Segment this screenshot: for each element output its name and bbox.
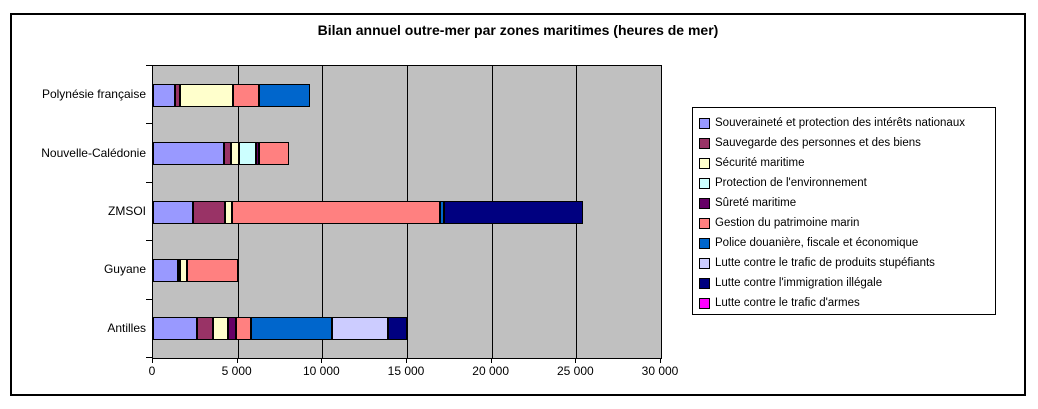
bar-segment — [232, 83, 259, 107]
legend-label: Gestion du patrimoine marin — [715, 217, 860, 229]
x-axis-tick — [575, 358, 577, 363]
legend-label: Souveraineté et protection des intérêts … — [715, 117, 965, 129]
bar-segment — [180, 83, 233, 107]
legend-item: Gestion du patrimoine marin — [699, 213, 995, 233]
legend-label: Sécurité maritime — [715, 157, 805, 169]
legend-label: Sûreté maritime — [715, 197, 797, 209]
legend-swatch-icon — [699, 237, 710, 249]
x-axis-tick — [490, 358, 492, 363]
bar-segment — [153, 83, 175, 107]
legend-label: Lutte contre le trafic de produits stupé… — [715, 257, 935, 269]
legend-swatch-icon — [699, 117, 710, 129]
x-axis-tick-label: 30 000 — [641, 364, 679, 378]
legend-item: Lutte contre l'immigration illégale — [699, 273, 995, 293]
y-axis-tick — [146, 181, 152, 183]
bar-segment — [256, 142, 259, 166]
y-axis-tick — [146, 65, 152, 66]
y-axis-label: ZMSOI — [108, 204, 146, 218]
x-axis-tick — [236, 358, 238, 363]
x-axis-tick-label: 5 000 — [221, 364, 252, 378]
legend-item: Protection de l'environnement — [699, 173, 995, 193]
bar-segment — [228, 317, 237, 341]
bar-segment — [153, 142, 225, 166]
bar-row — [153, 142, 290, 166]
legend-item: Sûreté maritime — [699, 193, 995, 213]
legend-swatch-icon — [699, 257, 710, 269]
legend-label: Police douanière, fiscale et économique — [715, 237, 919, 249]
y-axis-label: Polynésie française — [41, 87, 146, 102]
bar-segment — [153, 258, 179, 282]
legend-label: Sauvegarde des personnes et des biens — [715, 137, 921, 149]
bar-segment — [213, 317, 229, 341]
bar-segment — [153, 317, 198, 341]
legend-item: Police douanière, fiscale et économique — [699, 233, 995, 253]
bar-segment — [224, 200, 232, 224]
legend-label: Lutte contre le trafic d'armes — [715, 297, 860, 309]
legend-swatch-icon — [699, 297, 710, 309]
legend-swatch-icon — [699, 277, 710, 289]
legend-swatch-icon — [699, 217, 710, 229]
bar-segment — [178, 258, 181, 282]
legend-swatch-icon — [699, 137, 710, 149]
bar-segment — [239, 142, 257, 166]
bar-segment — [197, 317, 214, 341]
x-axis-tick-label: 10 000 — [302, 364, 340, 378]
bar-row — [153, 83, 311, 107]
bar-segment — [251, 317, 332, 341]
legend-item: Lutte contre le trafic d'armes — [699, 293, 995, 313]
x-axis-tick — [321, 358, 323, 363]
x-axis-tick-label: 25 000 — [556, 364, 594, 378]
x-axis-tick-label: 0 — [148, 364, 156, 378]
bar-segment — [236, 317, 252, 341]
bar-segment — [187, 258, 238, 282]
x-axis-tick — [152, 358, 153, 363]
legend-label: Protection de l'environnement — [715, 177, 867, 189]
legend-item: Lutte contre le trafic de produits stupé… — [699, 253, 995, 273]
y-axis-tick — [146, 123, 152, 125]
plot-area — [152, 65, 662, 359]
bar-segment — [175, 83, 181, 107]
bar-segment — [230, 142, 240, 166]
bar-segment — [444, 200, 584, 224]
y-axis-tick — [146, 240, 152, 242]
y-axis-label: Nouvelle-Calédonie — [41, 145, 146, 160]
legend-item: Souveraineté et protection des intérêts … — [699, 113, 995, 133]
bar-row — [153, 258, 238, 282]
bar-segment — [439, 200, 445, 224]
legend: Souveraineté et protection des intérêts … — [692, 107, 996, 315]
bar-row — [153, 200, 584, 224]
bar-segment — [258, 83, 311, 107]
y-axis-tick — [146, 357, 152, 358]
bar-segment — [153, 200, 193, 224]
legend-item: Sauvegarde des personnes et des biens — [699, 133, 995, 153]
bar-segment — [192, 200, 225, 224]
legend-item: Sécurité maritime — [699, 153, 995, 173]
legend-swatch-icon — [699, 177, 710, 189]
bar-segment — [231, 200, 440, 224]
y-axis-label: Antilles — [107, 320, 146, 335]
x-axis-tick-label: 15 000 — [387, 364, 425, 378]
bar-segment — [180, 258, 188, 282]
bar-segment — [224, 142, 231, 166]
bar-row — [153, 317, 407, 341]
bar-segment — [331, 317, 389, 341]
bar-segment — [258, 142, 290, 166]
x-axis-tick-label: 20 000 — [472, 364, 509, 378]
chart-title: Bilan annuel outre-mer par zones maritim… — [317, 22, 719, 38]
y-axis-tick — [146, 298, 152, 300]
legend-swatch-icon — [699, 157, 710, 169]
y-axis-label: Guyane — [103, 262, 146, 277]
x-axis-tick — [406, 358, 407, 363]
legend-label: Lutte contre l'immigration illégale — [715, 277, 883, 289]
legend-swatch-icon — [699, 197, 710, 209]
x-axis-tick — [660, 358, 661, 363]
bar-segment — [388, 317, 407, 341]
